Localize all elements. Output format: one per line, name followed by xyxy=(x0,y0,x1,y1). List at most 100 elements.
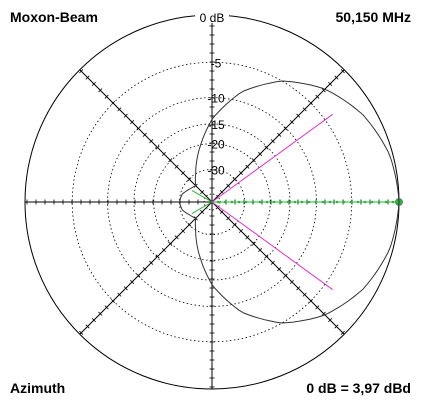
spoke-tick xyxy=(98,311,103,316)
reference-label: 0 dB = 3,97 dBd xyxy=(306,380,411,396)
half-power-line xyxy=(211,201,333,291)
spoke-tick xyxy=(161,248,166,253)
spoke-tick xyxy=(117,292,122,297)
spoke-tick xyxy=(110,100,116,106)
tick-label-15: -15 xyxy=(207,118,225,132)
spoke-tick xyxy=(136,126,141,131)
spoke-tick xyxy=(232,177,237,182)
spoke-tick xyxy=(289,279,294,284)
beam-axis-dot xyxy=(244,200,248,204)
spoke-tick xyxy=(283,273,288,278)
beam-axis-dot xyxy=(363,200,367,204)
spoke-tick xyxy=(334,75,339,80)
beam-axis-dot xyxy=(216,200,220,204)
spoke-tick xyxy=(308,298,314,304)
spoke-tick xyxy=(136,273,141,278)
back-lobe-axis xyxy=(191,189,213,203)
spoke-tick xyxy=(238,170,244,176)
spoke-tick xyxy=(174,235,179,240)
spoke-tick xyxy=(187,222,192,227)
spoke-tick xyxy=(155,254,160,259)
tick-label-0: 0 dB xyxy=(200,11,225,25)
beam-axis-dot xyxy=(384,200,388,204)
spoke-tick xyxy=(142,267,147,272)
spoke-tick xyxy=(270,139,275,144)
spoke-tick xyxy=(258,151,263,156)
spoke-tick xyxy=(155,145,160,150)
spoke-315 xyxy=(211,201,345,335)
spoke-225 xyxy=(79,201,213,335)
beam-axis-dot xyxy=(293,200,297,204)
beam-axis-dot xyxy=(328,200,332,204)
spoke-tick xyxy=(232,222,237,227)
spoke-tick xyxy=(296,113,301,118)
spoke-tick xyxy=(104,94,109,99)
beam-axis-dot xyxy=(342,200,346,204)
spoke-tick xyxy=(289,120,294,125)
spoke-tick xyxy=(251,241,256,246)
spoke-tick xyxy=(321,311,326,316)
beam-axis-dot xyxy=(391,200,395,204)
spoke-tick xyxy=(85,75,90,80)
beam-axis-dot xyxy=(356,200,360,204)
spoke-tick xyxy=(308,100,314,106)
spoke-tick xyxy=(219,209,224,214)
spoke-tick xyxy=(168,158,173,163)
half-power-line xyxy=(211,113,333,203)
spoke-tick xyxy=(296,286,301,291)
spoke-tick xyxy=(91,81,96,86)
spoke-tick xyxy=(123,113,128,118)
view-label: Azimuth xyxy=(10,380,66,396)
beam-axis-dot xyxy=(300,200,304,204)
spoke-tick xyxy=(180,228,186,234)
beam-axis-dot xyxy=(321,200,325,204)
tick-label-5: -5 xyxy=(211,56,222,70)
spoke-tick xyxy=(79,330,84,335)
frequency-label: 50,150 MHz xyxy=(335,9,411,25)
spoke-tick xyxy=(168,241,173,246)
spoke-tick xyxy=(283,126,288,131)
chart-title: Moxon-Beam xyxy=(10,9,98,25)
beam-axis-dot xyxy=(349,200,353,204)
spoke-tick xyxy=(264,145,269,150)
beam-axis-dot xyxy=(377,200,381,204)
spoke-tick xyxy=(315,305,320,310)
spoke-tick xyxy=(187,177,192,182)
spoke-tick xyxy=(117,107,122,112)
beam-axis-dot xyxy=(272,200,276,204)
spoke-tick xyxy=(270,260,275,265)
spoke-tick xyxy=(180,170,186,176)
beam-axis-dot xyxy=(223,200,227,204)
spoke-tick xyxy=(91,318,96,323)
beam-axis-dot xyxy=(251,200,255,204)
spoke-tick xyxy=(328,81,333,86)
spoke-tick xyxy=(161,151,166,156)
beam-axis-dot xyxy=(314,200,318,204)
beam-axis-dot xyxy=(258,200,262,204)
tick-label-bg xyxy=(195,7,229,23)
beam-axis-dot xyxy=(265,200,269,204)
spoke-tick xyxy=(315,94,320,99)
beam-axis-dot xyxy=(370,200,374,204)
spoke-tick xyxy=(328,318,333,323)
spoke-tick xyxy=(245,235,250,240)
spoke-tick xyxy=(226,216,231,221)
spoke-tick xyxy=(340,69,345,74)
spoke-tick xyxy=(200,190,205,195)
spoke-tick xyxy=(85,324,90,329)
spoke-tick xyxy=(79,69,84,74)
spoke-tick xyxy=(130,120,135,125)
back-lobe-axis xyxy=(191,201,213,215)
beam-axis-dot xyxy=(286,200,290,204)
spoke-tick xyxy=(264,254,269,259)
spoke-tick xyxy=(104,305,109,310)
spoke-tick xyxy=(238,228,244,234)
spoke-tick xyxy=(98,88,103,93)
spoke-tick xyxy=(245,164,250,169)
spoke-45 xyxy=(211,69,345,203)
spoke-tick xyxy=(277,267,282,272)
spoke-tick xyxy=(142,132,147,137)
spoke-tick xyxy=(334,324,339,329)
spoke-tick xyxy=(149,260,154,265)
